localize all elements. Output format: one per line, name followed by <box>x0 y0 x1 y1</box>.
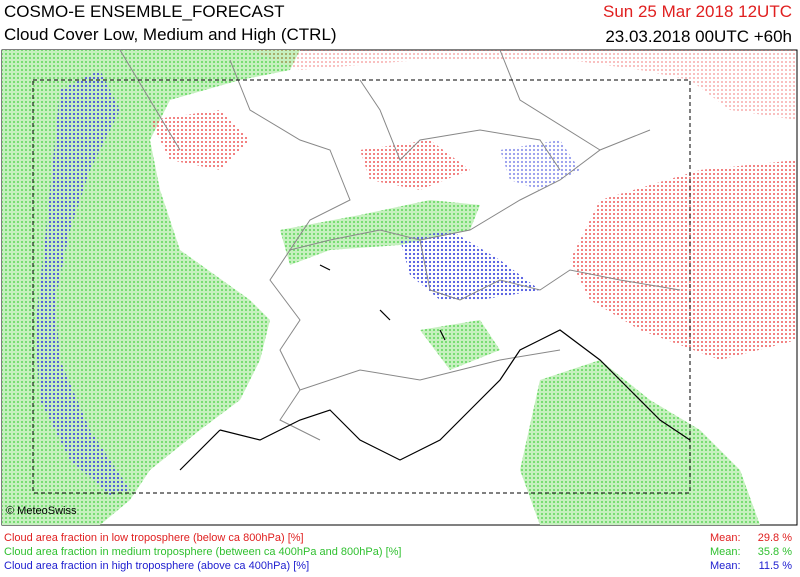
legend-label: Cloud area fraction in low troposphere (… <box>4 532 304 544</box>
title: COSMO-E ENSEMBLE_FORECAST <box>4 2 285 21</box>
medium-cloud <box>520 360 760 525</box>
valid-time: Sun 25 Mar 2018 12UTC <box>603 2 792 21</box>
legend: Cloud area fraction in low troposphere (… <box>4 532 792 572</box>
legend-label: Cloud area fraction in medium tropospher… <box>4 546 401 558</box>
mean-label: Mean: <box>710 532 741 544</box>
high-cloud <box>35 70 130 495</box>
init-time: 23.03.2018 00UTC +60h <box>605 27 792 46</box>
medium-cloud <box>420 320 500 370</box>
low-cloud <box>250 50 797 120</box>
low-cloud <box>570 160 797 360</box>
borders <box>119 49 681 441</box>
low-cloud <box>360 140 470 190</box>
medium-cloud <box>280 200 480 265</box>
legend-label: Cloud area fraction in high troposphere … <box>4 560 309 572</box>
high-cloud <box>500 140 580 190</box>
mean-label: Mean: <box>710 546 741 558</box>
mean-value: 11.5 % <box>759 560 793 572</box>
high-cloud <box>400 230 540 300</box>
mean-label: Mean: <box>710 560 741 572</box>
coastline <box>179 264 691 471</box>
low-cloud <box>150 110 250 170</box>
mean-value: 35.8 % <box>758 546 792 558</box>
subtitle: Cloud Cover Low, Medium and High (CTRL) <box>4 25 337 44</box>
copyright: © MeteoSwiss <box>6 505 77 517</box>
domain-boundary <box>32 79 691 494</box>
map-area: © MeteoSwiss <box>1 49 798 526</box>
mean-value: 29.8 % <box>758 532 792 544</box>
